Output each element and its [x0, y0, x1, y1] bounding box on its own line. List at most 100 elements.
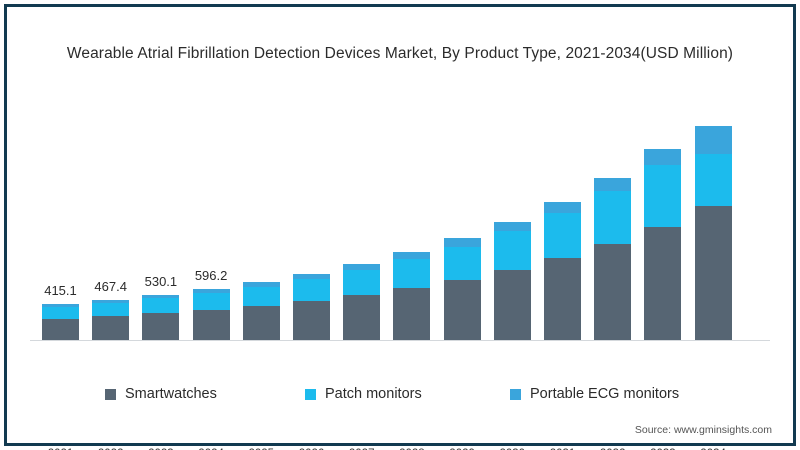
bar-segment-smartwatches[interactable] — [694, 206, 732, 340]
bar-segment-smartwatches[interactable] — [594, 243, 632, 340]
bar-segment-portable-ecg-monitors[interactable] — [92, 300, 130, 304]
bar-segment-patch-monitors[interactable] — [92, 303, 130, 317]
legend-swatch-icon — [510, 388, 521, 400]
bar-stack — [493, 221, 531, 340]
bar-segment-patch-monitors[interactable] — [443, 246, 481, 280]
bar-segment-smartwatches[interactable] — [92, 316, 130, 340]
chart-title: Wearable Atrial Fibrillation Detection D… — [66, 45, 734, 62]
bar-segment-smartwatches[interactable] — [142, 312, 180, 340]
bar-stack — [443, 238, 481, 340]
bar-group[interactable] — [544, 201, 581, 340]
bar-segment-smartwatches[interactable] — [343, 294, 381, 340]
bar-segment-patch-monitors[interactable] — [594, 191, 632, 244]
bar-segment-patch-monitors[interactable] — [242, 286, 280, 306]
bar-segment-patch-monitors[interactable] — [192, 293, 230, 310]
x-tick-2030: 2030 — [494, 448, 531, 450]
x-tick-2026: 2026 — [293, 448, 330, 450]
bar-stack — [142, 294, 180, 340]
bar-group[interactable] — [443, 238, 481, 340]
bar-value-label: 415.1 — [44, 283, 77, 299]
bar-stack — [343, 263, 381, 340]
bar-segment-portable-ecg-monitors[interactable] — [544, 201, 581, 214]
legend-item-patch-monitors[interactable]: Patch monitors — [305, 386, 422, 402]
x-tick-2024: 2024 — [193, 448, 230, 450]
bar-stack — [293, 273, 330, 340]
source-attribution: Source: www.gminsights.com — [634, 424, 772, 436]
legend-label: Patch monitors — [325, 386, 422, 402]
bar-segment-portable-ecg-monitors[interactable] — [493, 221, 531, 232]
bar-segment-patch-monitors[interactable] — [393, 259, 431, 289]
bar-group[interactable] — [644, 148, 682, 340]
bar-group[interactable] — [493, 221, 531, 340]
bar-segment-patch-monitors[interactable] — [343, 270, 381, 295]
bar-segment-portable-ecg-monitors[interactable] — [694, 126, 732, 154]
bar-segment-portable-ecg-monitors[interactable] — [242, 281, 280, 287]
chart-legend: Smartwatches Patch monitors Portable ECG m… — [60, 386, 760, 408]
legend-label: Smartwatches — [125, 386, 217, 402]
bar-segment-portable-ecg-monitors[interactable] — [594, 177, 632, 192]
bar-segment-portable-ecg-monitors[interactable] — [42, 304, 79, 308]
legend-item-portable-ecg-monitors[interactable]: Portable ECG monitors — [510, 386, 679, 402]
bar-segment-portable-ecg-monitors[interactable] — [343, 263, 381, 271]
legend-label: Portable ECG monitors — [530, 386, 680, 402]
bar-segment-smartwatches[interactable] — [242, 305, 280, 340]
bar-segment-patch-monitors[interactable] — [142, 298, 180, 313]
x-tick-2021: 2021 — [42, 448, 79, 450]
x-tick-2031: 2031 — [544, 448, 581, 450]
bar-stack — [694, 126, 732, 340]
x-tick-2033: 2033 — [644, 448, 681, 450]
bar-segment-patch-monitors[interactable] — [293, 279, 330, 301]
legend-swatch-icon — [305, 388, 316, 400]
bar-segment-smartwatches[interactable] — [192, 309, 230, 340]
x-tick-2022: 2022 — [92, 448, 129, 450]
bar-segment-patch-monitors[interactable] — [694, 153, 732, 207]
bar-stack — [92, 300, 130, 340]
bar-value-label: 467.4 — [94, 279, 127, 294]
bar-segment-patch-monitors[interactable] — [644, 164, 682, 227]
bar-segment-smartwatches[interactable] — [544, 258, 581, 340]
legend-swatch-icon — [105, 388, 116, 400]
bar-segment-smartwatches[interactable] — [293, 300, 330, 340]
bar-stack — [242, 281, 280, 340]
bar-segment-smartwatches[interactable] — [443, 279, 481, 340]
x-axis-line — [30, 340, 770, 341]
bar-group[interactable]: 415.1 — [42, 283, 79, 340]
bar-segment-portable-ecg-monitors[interactable] — [443, 238, 481, 247]
bar-group[interactable] — [393, 252, 431, 340]
bar-segment-portable-ecg-monitors[interactable] — [393, 252, 431, 260]
bar-stack — [393, 252, 431, 340]
bar-group[interactable]: 467.4 — [92, 279, 130, 340]
legend-item-smartwatches[interactable]: Smartwatches — [105, 386, 217, 402]
bar-stack — [544, 201, 581, 340]
bar-segment-smartwatches[interactable] — [393, 288, 431, 340]
bar-group[interactable] — [242, 281, 280, 340]
bar-segment-patch-monitors[interactable] — [544, 213, 581, 259]
x-tick-2023: 2023 — [142, 448, 179, 450]
bar-stack — [192, 288, 230, 340]
x-tick-2028: 2028 — [393, 448, 430, 450]
bar-segment-portable-ecg-monitors[interactable] — [142, 294, 180, 299]
bar-segment-portable-ecg-monitors[interactable] — [192, 288, 230, 294]
bar-segment-patch-monitors[interactable] — [42, 307, 79, 319]
bar-stack — [594, 177, 632, 340]
bar-group[interactable] — [594, 177, 632, 340]
bar-segment-smartwatches[interactable] — [493, 269, 531, 340]
bar-group[interactable] — [343, 263, 381, 340]
plot-area: 415.1 467.4 530.1 596.2 2021 2022 2023 2024 202… — [30, 100, 770, 450]
bar-value-label: 530.1 — [144, 273, 178, 289]
bar-segment-smartwatches[interactable] — [644, 226, 682, 340]
bar-segment-portable-ecg-monitors[interactable] — [644, 148, 682, 165]
bar-group[interactable]: 596.2 — [192, 268, 230, 340]
bar-value-label: 596.2 — [194, 267, 228, 283]
bar-stack — [644, 148, 682, 340]
bar-group[interactable] — [694, 126, 732, 340]
bar-segment-portable-ecg-monitors[interactable] — [293, 273, 330, 280]
x-tick-2027: 2027 — [343, 448, 380, 450]
bar-group[interactable] — [293, 273, 330, 340]
bar-stack — [42, 304, 79, 340]
bar-group[interactable]: 530.1 — [142, 274, 180, 340]
bar-segment-patch-monitors[interactable] — [493, 231, 531, 270]
bar-segment-smartwatches[interactable] — [42, 318, 79, 340]
x-tick-2032: 2032 — [594, 448, 631, 450]
